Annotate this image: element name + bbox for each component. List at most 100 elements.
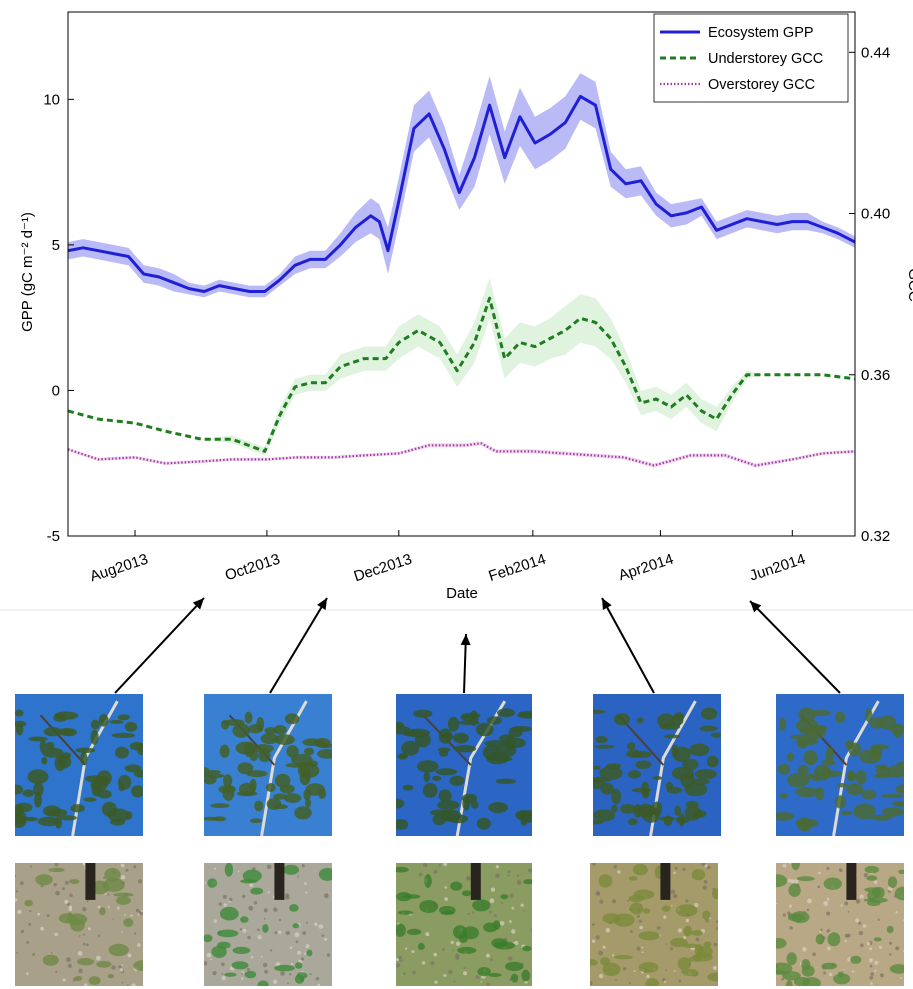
leaf-cluster bbox=[15, 802, 33, 813]
litter bbox=[430, 961, 435, 966]
legend: Ecosystem GPP Understorey GCC Overstorey G… bbox=[653, 13, 849, 103]
leaf-cluster bbox=[672, 746, 691, 762]
leaf-cluster bbox=[700, 707, 718, 720]
plant bbox=[123, 918, 134, 928]
leaf-cluster bbox=[706, 755, 719, 768]
plant bbox=[406, 928, 422, 935]
litter bbox=[324, 937, 327, 941]
plot-frame bbox=[67, 11, 856, 537]
leaf-cluster bbox=[15, 723, 24, 736]
leaf-cluster bbox=[671, 714, 684, 726]
litter bbox=[66, 902, 71, 906]
litter bbox=[15, 898, 18, 902]
plant bbox=[691, 930, 703, 936]
litter bbox=[523, 910, 526, 912]
litter bbox=[29, 910, 32, 912]
leaf-cluster bbox=[836, 783, 848, 788]
leaf-cluster bbox=[619, 804, 636, 814]
leaf-cluster bbox=[461, 713, 481, 719]
litter bbox=[656, 926, 661, 930]
plant bbox=[424, 874, 432, 889]
leaf-cluster bbox=[15, 784, 24, 795]
litter bbox=[863, 873, 868, 878]
litter bbox=[507, 870, 511, 874]
leaf-cluster bbox=[870, 814, 893, 821]
plant bbox=[257, 980, 269, 986]
leaf-cluster bbox=[873, 773, 892, 779]
litter bbox=[480, 981, 482, 983]
litter bbox=[713, 942, 718, 947]
litter bbox=[16, 951, 19, 954]
leaf-cluster bbox=[475, 722, 494, 737]
canopy-image bbox=[15, 694, 143, 836]
leaf-cluster bbox=[692, 810, 707, 818]
plant bbox=[295, 962, 303, 969]
leaf-cluster bbox=[822, 767, 831, 779]
litter bbox=[37, 913, 40, 916]
leaf-cluster bbox=[605, 763, 622, 769]
litter bbox=[257, 935, 262, 940]
leaf-cluster bbox=[663, 734, 681, 739]
plant bbox=[396, 892, 412, 902]
arrow-head bbox=[750, 601, 762, 613]
x-tick-label: Jun2014 bbox=[748, 551, 808, 585]
x-axis-label: Date bbox=[446, 585, 478, 602]
litter bbox=[133, 865, 137, 869]
litter bbox=[500, 901, 503, 904]
leaf-cluster bbox=[54, 816, 63, 829]
leaf-cluster bbox=[70, 804, 85, 813]
litter bbox=[444, 897, 448, 901]
leaf-cluster bbox=[219, 744, 230, 758]
litter bbox=[317, 983, 321, 986]
leaf-cluster bbox=[476, 817, 491, 830]
litter bbox=[77, 951, 83, 956]
y-left-tick-label: 10 bbox=[43, 91, 60, 108]
leaf-cluster bbox=[711, 732, 721, 738]
understorey-photo-1 bbox=[15, 863, 143, 986]
litter bbox=[450, 940, 454, 944]
leaf-cluster bbox=[61, 752, 72, 759]
litter bbox=[309, 973, 312, 976]
leaf-cluster bbox=[462, 796, 471, 811]
leaf-cluster bbox=[249, 778, 257, 792]
litter bbox=[241, 977, 244, 980]
litter bbox=[64, 880, 69, 885]
plant bbox=[614, 955, 633, 960]
litter bbox=[827, 946, 831, 951]
plant bbox=[821, 962, 838, 970]
litter bbox=[672, 893, 678, 899]
leaf-cluster bbox=[274, 734, 295, 745]
litter bbox=[305, 921, 308, 924]
plant bbox=[96, 960, 112, 968]
litter bbox=[495, 865, 499, 869]
ground-image bbox=[204, 863, 332, 986]
plant bbox=[638, 962, 659, 973]
overstorey-gcc-band bbox=[68, 441, 855, 468]
litter bbox=[242, 928, 247, 933]
litter bbox=[889, 941, 893, 945]
litter bbox=[595, 935, 600, 940]
litter bbox=[847, 933, 851, 938]
leaf-cluster bbox=[593, 765, 601, 770]
litter bbox=[528, 868, 532, 873]
plant bbox=[786, 952, 797, 966]
plant bbox=[510, 973, 519, 983]
litter bbox=[214, 867, 217, 870]
leaf-cluster bbox=[495, 778, 516, 784]
litter bbox=[791, 879, 796, 884]
litter bbox=[670, 889, 676, 894]
y-right-tick-label: 0.32 bbox=[861, 528, 890, 545]
litter bbox=[133, 932, 137, 935]
litter bbox=[702, 885, 707, 890]
litter bbox=[266, 864, 272, 870]
plant bbox=[613, 913, 635, 927]
leaf-cluster bbox=[33, 782, 44, 797]
plant bbox=[791, 863, 800, 871]
plant bbox=[74, 975, 83, 981]
litter bbox=[78, 968, 83, 974]
litter bbox=[239, 928, 243, 931]
litter bbox=[782, 863, 787, 868]
litter bbox=[638, 919, 642, 923]
plant bbox=[522, 945, 532, 952]
litter bbox=[26, 972, 29, 975]
